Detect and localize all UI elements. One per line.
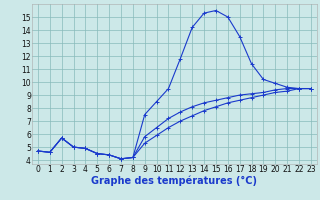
X-axis label: Graphe des températures (°C): Graphe des températures (°C)	[92, 176, 257, 186]
